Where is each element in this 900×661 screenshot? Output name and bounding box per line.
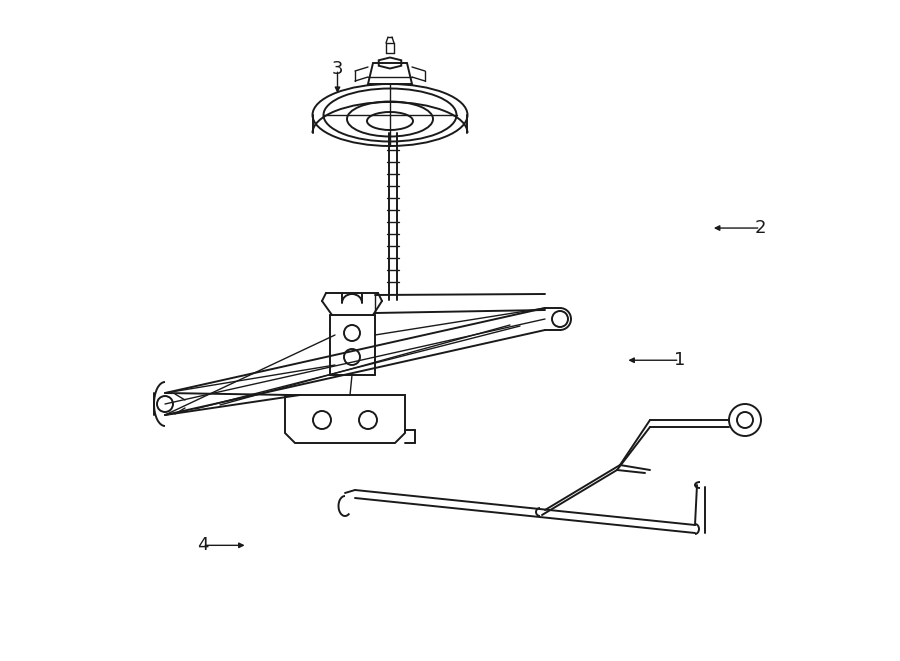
Text: 2: 2 [755, 219, 766, 237]
Text: 3: 3 [332, 60, 343, 79]
Text: 4: 4 [197, 536, 208, 555]
Text: 1: 1 [674, 351, 685, 369]
